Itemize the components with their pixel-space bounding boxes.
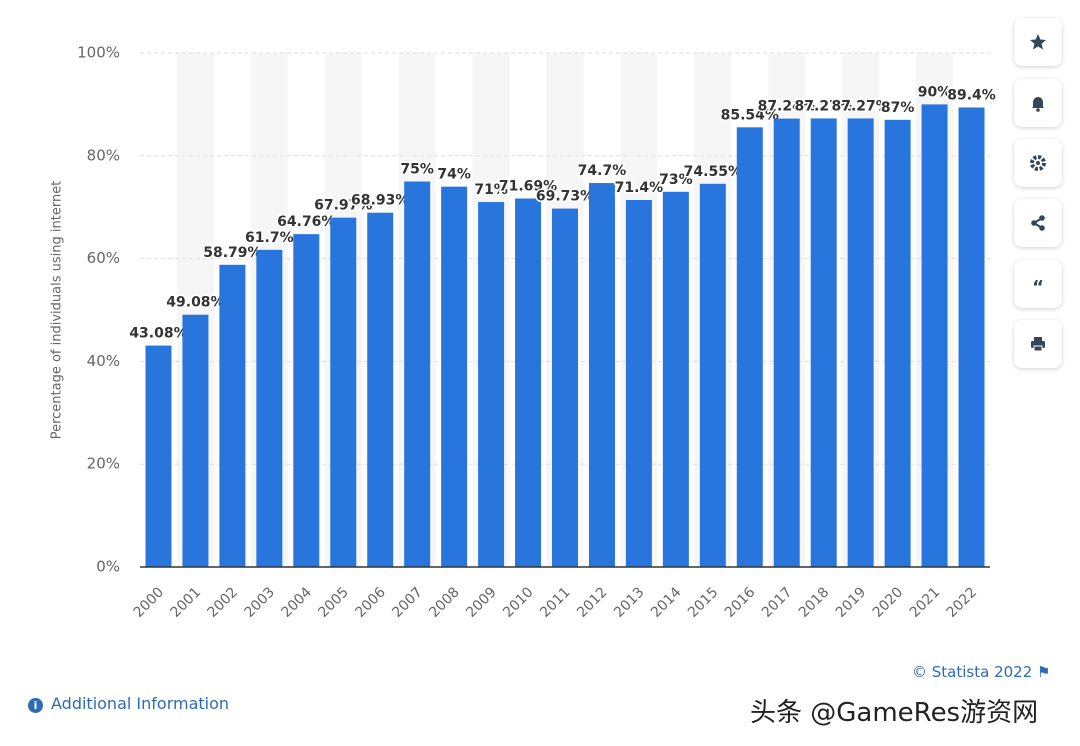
bar	[145, 345, 172, 567]
value-label: 74.7%	[578, 163, 627, 179]
bar	[847, 118, 874, 568]
x-tick-label: 2012	[574, 584, 611, 621]
bar	[662, 191, 689, 567]
y-tick-label: 40%	[87, 352, 120, 370]
value-label: 68.93%	[351, 193, 409, 209]
value-label: 87.24%	[758, 99, 816, 115]
bar	[773, 118, 800, 568]
cite-button[interactable]: “	[1014, 260, 1062, 308]
notification-button[interactable]	[1014, 79, 1062, 127]
bar	[293, 234, 320, 567]
bar	[810, 118, 837, 568]
chart: Percentage of individuals using internet…	[50, 44, 998, 621]
additional-info-text[interactable]: Additional Information	[51, 694, 230, 713]
value-label: 87.27%	[795, 98, 853, 114]
svg-text:“: “	[1032, 277, 1044, 294]
x-tick-label: 2001	[168, 584, 205, 621]
bar	[625, 200, 652, 567]
bar	[515, 198, 542, 567]
x-tick-label: 2021	[907, 584, 944, 621]
value-label: 43.08%	[129, 326, 187, 342]
bar	[182, 314, 209, 567]
bar	[921, 104, 948, 568]
value-label: 71.69%	[499, 179, 557, 195]
value-label: 74.55%	[684, 164, 742, 180]
bar	[367, 212, 394, 567]
x-tick-label: 2018	[796, 584, 833, 621]
bar	[219, 264, 246, 567]
x-tick-label: 2015	[685, 584, 722, 621]
y-axis-label: Percentage of individuals using internet	[50, 181, 65, 440]
x-tick-label: 2003	[241, 584, 278, 621]
x-tick-label: 2010	[500, 584, 537, 621]
x-tick-label: 2019	[833, 584, 870, 621]
bar	[699, 183, 726, 568]
value-label: 71.4%	[615, 180, 664, 196]
value-label: 90%	[918, 84, 952, 100]
copyright[interactable]: © Statista 2022 ⚑	[912, 663, 1051, 681]
bar	[884, 119, 911, 567]
value-label: 75%	[400, 162, 434, 178]
value-label: 87.27%	[831, 98, 889, 114]
value-label: 74%	[437, 167, 471, 183]
x-tick-label: 2000	[131, 584, 168, 621]
value-label: 67.97%	[314, 198, 372, 214]
additional-info[interactable]: i Additional Information	[28, 694, 229, 713]
x-tick-label: 2013	[611, 584, 648, 621]
x-tick-label: 2002	[205, 584, 242, 621]
favorite-button[interactable]	[1014, 18, 1062, 66]
bar	[736, 127, 763, 567]
value-label: 61.7%	[245, 230, 294, 246]
x-tick-label: 2014	[648, 584, 685, 621]
x-tick-label: 2006	[352, 584, 389, 621]
value-label: 85.54%	[721, 107, 779, 123]
bar	[441, 186, 468, 567]
value-label: 71%	[474, 182, 508, 198]
y-tick-label: 80%	[87, 146, 120, 164]
bar	[256, 249, 283, 567]
x-tick-label: 2004	[278, 584, 315, 621]
share-button[interactable]	[1014, 199, 1062, 247]
settings-button[interactable]	[1014, 139, 1062, 187]
bar	[404, 181, 431, 567]
y-tick-label: 0%	[96, 558, 120, 576]
value-label: 89.4%	[947, 87, 996, 103]
x-tick-label: 2022	[944, 584, 981, 621]
x-tick-label: 2020	[870, 584, 907, 621]
value-label: 49.08%	[166, 295, 224, 311]
copyright-text[interactable]: © Statista 2022	[912, 663, 1033, 681]
value-label: 58.79%	[203, 245, 261, 261]
bar	[958, 107, 985, 567]
x-tick-label: 2009	[463, 584, 500, 621]
value-label: 73%	[659, 172, 693, 188]
x-tick-label: 2008	[426, 584, 463, 621]
y-tick-label: 60%	[87, 249, 120, 267]
x-tick-label: 2011	[537, 584, 574, 621]
bar	[330, 217, 357, 567]
x-tick-label: 2007	[389, 584, 426, 621]
x-tick-label: 2005	[315, 584, 352, 621]
bar	[588, 183, 615, 568]
value-label: 69.73%	[536, 189, 594, 205]
y-tick-label: 20%	[87, 455, 120, 473]
value-label: 64.76%	[277, 214, 335, 230]
x-tick-label: 2017	[759, 584, 796, 621]
watermark: 头条 @GameRes游资网	[750, 698, 1039, 728]
y-tick-label: 100%	[77, 44, 120, 62]
bar	[552, 208, 578, 567]
print-button[interactable]	[1014, 320, 1062, 368]
bar	[478, 202, 505, 567]
value-label: 87%	[881, 100, 915, 116]
x-tick-label: 2016	[722, 584, 759, 621]
